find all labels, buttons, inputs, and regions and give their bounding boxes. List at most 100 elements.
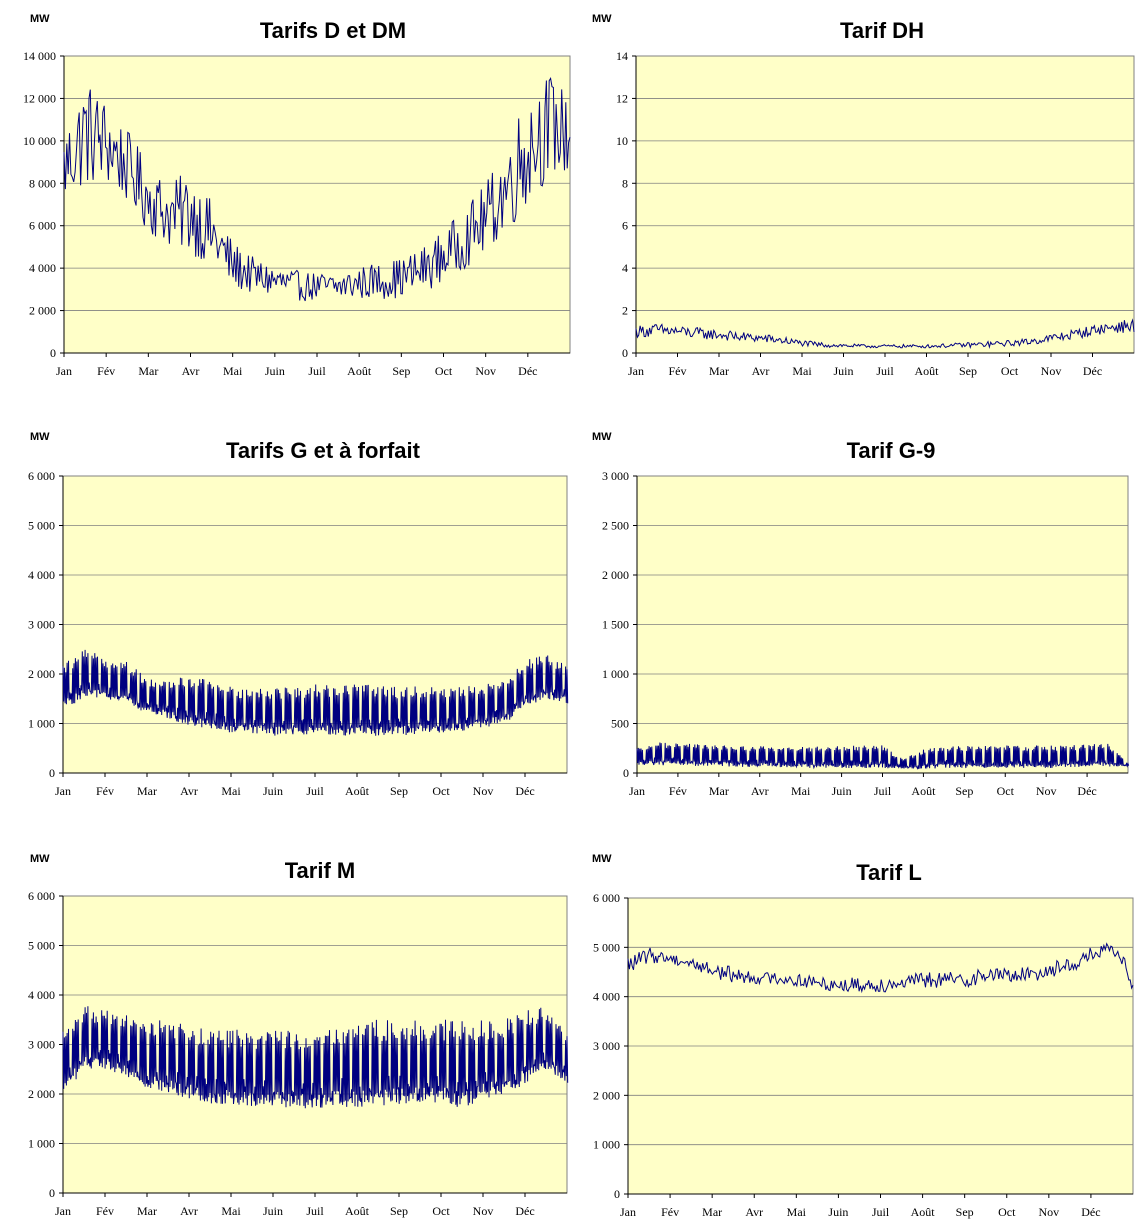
y-tick-label: 5 000	[593, 940, 620, 954]
y-tick-label: 2 000	[602, 568, 629, 582]
x-tick-label: Août	[347, 364, 372, 378]
chart-panel: MW Tarif G-9 0 500 1 000 1 500 2 000 2 500 3 0…	[570, 420, 1135, 820]
x-tick-label: Juin	[263, 784, 283, 798]
x-tick-label: Avr	[182, 364, 200, 378]
y-tick-label: 6 000	[593, 891, 620, 905]
y-unit-label: MW	[30, 853, 50, 865]
x-tick-label: Août	[345, 1204, 370, 1218]
x-tick-label: Nov	[475, 364, 496, 378]
y-tick-label: 3 000	[602, 469, 629, 483]
y-tick-label: 2 000	[28, 667, 55, 681]
x-tick-label: Sep	[390, 1204, 408, 1218]
y-tick-label: 0	[49, 766, 55, 780]
x-tick-label: Mar	[709, 784, 729, 798]
x-tick-label: Avr	[180, 1204, 198, 1218]
y-tick-label: 2 000	[29, 304, 56, 318]
x-tick-label: Mar	[709, 364, 729, 378]
y-tick-label: 6 000	[29, 219, 56, 233]
chart-svg: MW Tarif G-9 0 500 1 000 1 500 2 000 2 500 3 0…	[592, 431, 1130, 798]
y-tick-label: 500	[611, 717, 629, 731]
x-tick-label: Sep	[390, 784, 408, 798]
x-tick-label: Sep	[955, 784, 973, 798]
x-tick-label: Mar	[137, 1204, 157, 1218]
x-tick-label: Mai	[223, 364, 243, 378]
x-tick-label: Nov	[473, 1204, 494, 1218]
y-tick-label: 5 000	[28, 939, 55, 953]
y-tick-label: 1 500	[602, 618, 629, 632]
y-tick-label: 12	[616, 91, 628, 105]
x-tick-label: Déc	[1083, 364, 1102, 378]
y-tick-label: 12 000	[23, 91, 56, 105]
series-line	[636, 742, 1130, 770]
x-tick-label: Avr	[752, 364, 770, 378]
chart-svg: MW Tarifs G et à forfait 0 1 000 2 000 3 00…	[28, 431, 569, 798]
y-tick-label: 8	[622, 176, 628, 190]
x-tick-label: Jan	[629, 784, 645, 798]
x-tick-label: Fév	[96, 784, 114, 798]
x-tick-label: Juin	[832, 784, 852, 798]
x-tick-label: Mar	[137, 784, 157, 798]
y-tick-label: 3 000	[28, 1038, 55, 1052]
chart-svg: MW Tarif DH 0 2 4 6 8 10 12 14 Jan Fév Mar Avr Mai Ju…	[592, 13, 1135, 378]
series-line	[62, 1006, 569, 1109]
y-tick-label: 6	[622, 219, 628, 233]
y-unit-label: MW	[30, 431, 50, 443]
chart-title: Tarif L	[856, 860, 922, 885]
x-tick-label: Jan	[55, 1204, 71, 1218]
x-tick-label: Mai	[221, 1204, 241, 1218]
y-tick-label: 10 000	[23, 134, 56, 148]
y-tick-label: 1 000	[593, 1138, 620, 1152]
x-tick-label: Fév	[661, 1205, 679, 1219]
series-line	[63, 76, 571, 302]
y-unit-label: MW	[30, 13, 50, 25]
x-tick-label: Nov	[473, 784, 494, 798]
x-tick-label: Juil	[872, 1205, 890, 1219]
x-tick-label: Août	[915, 364, 940, 378]
x-tick-label: Juil	[874, 784, 892, 798]
y-tick-label: 4	[622, 261, 628, 275]
x-tick-label: Juin	[833, 364, 853, 378]
y-tick-label: 3 000	[593, 1039, 620, 1053]
y-tick-label: 1 000	[28, 1137, 55, 1151]
x-tick-label: Nov	[1041, 364, 1062, 378]
chart-panel: MW Tarifs D et DM 0 2 000 4 000 6 000 8 000 1…	[0, 0, 580, 395]
x-tick-label: Mar	[702, 1205, 722, 1219]
x-tick-label: Déc	[1081, 1205, 1100, 1219]
x-tick-label: Déc	[515, 784, 534, 798]
y-tick-label: 0	[623, 766, 629, 780]
chart-title: Tarifs G et à forfait	[226, 438, 421, 463]
x-tick-label: Nov	[1038, 1205, 1059, 1219]
y-tick-label: 5 000	[28, 519, 55, 533]
chart-panel: MW Tarif DH 0 2 4 6 8 10 12 14 Jan Fév Mar Avr Mai Ju…	[570, 0, 1135, 395]
x-tick-label: Avr	[180, 784, 198, 798]
x-tick-label: Sep	[956, 1205, 974, 1219]
x-tick-label: Déc	[518, 364, 537, 378]
y-tick-label: 0	[49, 1186, 55, 1200]
chart-title: Tarif G-9	[847, 438, 936, 463]
chart-title: Tarifs D et DM	[260, 18, 406, 43]
y-tick-label: 0	[614, 1187, 620, 1201]
y-tick-label: 14	[616, 49, 628, 63]
x-tick-label: Juil	[876, 364, 894, 378]
y-tick-label: 4 000	[28, 568, 55, 582]
y-tick-label: 4 000	[28, 988, 55, 1002]
x-tick-label: Oct	[998, 1205, 1016, 1219]
chart-panel: MW Tarif L 0 1 000 2 000 3 000 4 000 5 000 6 0…	[570, 840, 1135, 1223]
x-tick-label: Juin	[265, 364, 285, 378]
chart-panel: MW Tarif M 0 1 000 2 000 3 000 4 000 5 000 6 0…	[0, 840, 580, 1223]
x-tick-label: Oct	[432, 1204, 450, 1218]
y-tick-label: 6 000	[28, 469, 55, 483]
x-tick-label: Fév	[97, 364, 115, 378]
y-tick-label: 2 000	[593, 1088, 620, 1102]
x-tick-label: Mai	[792, 364, 812, 378]
plot-area	[63, 55, 571, 354]
chart-title: Tarif DH	[840, 18, 924, 43]
y-tick-label: 2 000	[28, 1087, 55, 1101]
x-tick-label: Juin	[828, 1205, 848, 1219]
y-tick-label: 0	[50, 346, 56, 360]
y-unit-label: MW	[592, 13, 612, 25]
series-line	[627, 942, 1134, 994]
y-tick-label: 1 000	[28, 717, 55, 731]
x-tick-label: Juil	[306, 1204, 324, 1218]
x-tick-label: Juil	[306, 784, 324, 798]
